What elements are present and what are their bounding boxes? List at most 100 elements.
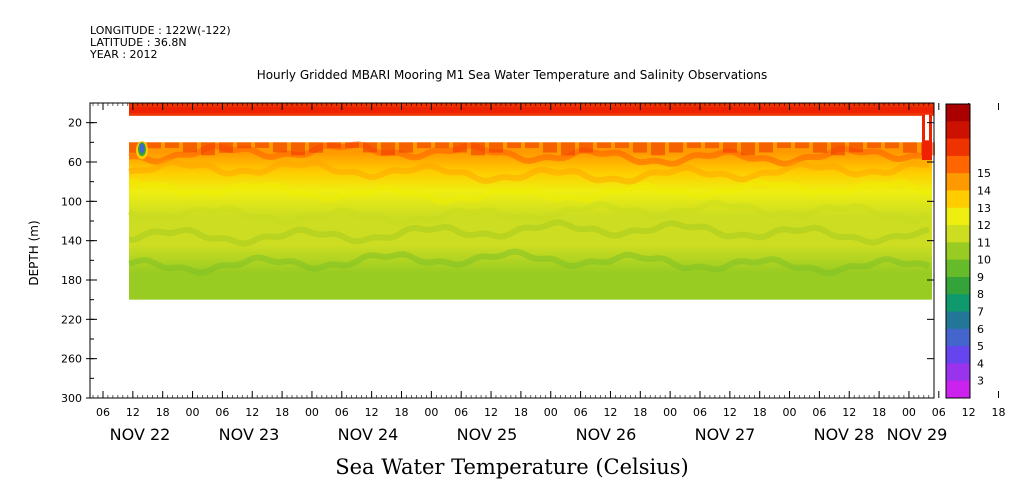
- x-day-label: NOV 29: [887, 425, 948, 444]
- x-day-label: NOV 28: [814, 425, 875, 444]
- colorbar-label: 5: [977, 340, 984, 353]
- warm-patch: [399, 142, 413, 153]
- warm-patch: [687, 142, 701, 149]
- colorbar-swatch: [946, 138, 970, 157]
- warm-patch: [237, 142, 251, 149]
- warm-patch: [183, 142, 197, 153]
- warm-patch: [651, 142, 665, 156]
- x-hour-label: 12: [245, 406, 259, 419]
- warm-patch: [795, 142, 809, 149]
- x-hour-label: 06: [454, 406, 468, 419]
- x-hour-label: 06: [335, 406, 349, 419]
- warm-patch: [885, 142, 899, 149]
- isotherm-3: [127, 199, 931, 227]
- colorbar-frame: [945, 103, 971, 399]
- x-hour-label: 12: [484, 406, 498, 419]
- colorbar-swatch: [946, 328, 970, 347]
- y-tick-label: 100: [61, 195, 82, 208]
- warm-patch: [507, 142, 521, 149]
- colorbar-label: 10: [977, 254, 991, 267]
- colorbar-label: 12: [977, 219, 991, 232]
- warm-patch: [273, 142, 287, 153]
- colorbar-swatch: [946, 363, 970, 382]
- x-hour-label: 00: [663, 406, 677, 419]
- warm-patch: [435, 142, 449, 149]
- x-hour-label: 06: [812, 406, 826, 419]
- warm-patch: [165, 142, 179, 148]
- colorbar-label: 14: [977, 184, 991, 197]
- x-day-label: NOV 22: [110, 425, 171, 444]
- anomaly-core: [139, 143, 145, 154]
- warm-patch: [327, 142, 341, 149]
- warm-patch: [345, 142, 359, 149]
- warm-patch: [813, 142, 827, 153]
- y-tick-label: 60: [68, 156, 82, 169]
- warm-patch: [381, 142, 395, 156]
- warm-patch: [831, 142, 845, 156]
- colorbar-swatch: [946, 104, 970, 122]
- latitude-label: LATITUDE : 36.8N: [90, 36, 187, 49]
- y-tick-label: 180: [61, 274, 82, 287]
- warm-patch: [903, 142, 917, 153]
- colorbar-swatch: [946, 380, 970, 399]
- colorbar-swatch: [946, 207, 970, 226]
- x-hour-label: 06: [693, 406, 707, 419]
- warm-patch: [561, 142, 575, 156]
- x-hour-label: 00: [305, 406, 319, 419]
- plot-frame: [89, 102, 935, 399]
- x-hour-label: 06: [574, 406, 588, 419]
- isotherm-5: [128, 248, 931, 277]
- x-hour-label: 06: [932, 406, 946, 419]
- warm-patch: [147, 142, 161, 149]
- x-hour-label: 12: [962, 406, 976, 419]
- colorbar-swatch: [946, 173, 970, 191]
- colorbar-quantity-label: Sea Water Temperature (Celsius): [335, 455, 689, 479]
- y-tick-label: 300: [61, 392, 82, 405]
- x-day-label: NOV 27: [695, 425, 756, 444]
- colorbar-label: 8: [977, 288, 984, 301]
- warm-patch: [759, 142, 773, 153]
- warm-patch: [471, 142, 485, 156]
- colorbar-swatch: [946, 225, 970, 243]
- x-day-label: NOV 26: [576, 425, 637, 444]
- x-hour-label: 06: [96, 406, 110, 419]
- x-hour-label: 12: [723, 406, 737, 419]
- warm-patch: [615, 142, 629, 149]
- warm-patch: [597, 142, 611, 149]
- colorbar-label: 4: [977, 357, 984, 370]
- x-hour-label: 12: [603, 406, 617, 419]
- isotherm-0: [128, 141, 930, 167]
- warm-patch: [633, 142, 647, 153]
- x-hour-label: 12: [842, 406, 856, 419]
- warm-patch: [723, 142, 737, 153]
- x-hour-label: 18: [872, 406, 886, 419]
- year-label: YEAR : 2012: [90, 48, 158, 61]
- y-tick-label: 260: [61, 353, 82, 366]
- x-hour-label: 00: [783, 406, 797, 419]
- surface-band-inner: [129, 107, 934, 113]
- warm-patch: [543, 142, 557, 153]
- right-edge-gap: [925, 114, 929, 141]
- colorbar-swatch: [946, 311, 970, 330]
- x-hour-label: 18: [156, 406, 170, 419]
- colorbar-label: 3: [977, 375, 984, 388]
- colorbar-swatch: [946, 346, 970, 364]
- colorbar-label: 15: [977, 167, 991, 180]
- x-hour-label: 18: [514, 406, 528, 419]
- x-hour-label: 18: [395, 406, 409, 419]
- warm-patch: [255, 142, 269, 148]
- colorbar-swatch: [946, 121, 970, 140]
- y-tick-label: 20: [68, 117, 82, 130]
- warm-patch: [201, 142, 215, 156]
- warm-patch: [453, 142, 467, 153]
- x-day-label: NOV 25: [457, 425, 518, 444]
- x-hour-label: 00: [424, 406, 438, 419]
- colorbar-label: 6: [977, 323, 984, 336]
- colorbar-swatch: [946, 190, 970, 209]
- warm-patch: [849, 142, 863, 153]
- colorbar-swatch: [946, 276, 970, 295]
- warm-patch: [669, 142, 683, 153]
- colorbar-label: 13: [977, 202, 991, 215]
- warm-patch: [129, 142, 143, 153]
- chart-title: Hourly Gridded MBARI Mooring M1 Sea Wate…: [256, 68, 768, 82]
